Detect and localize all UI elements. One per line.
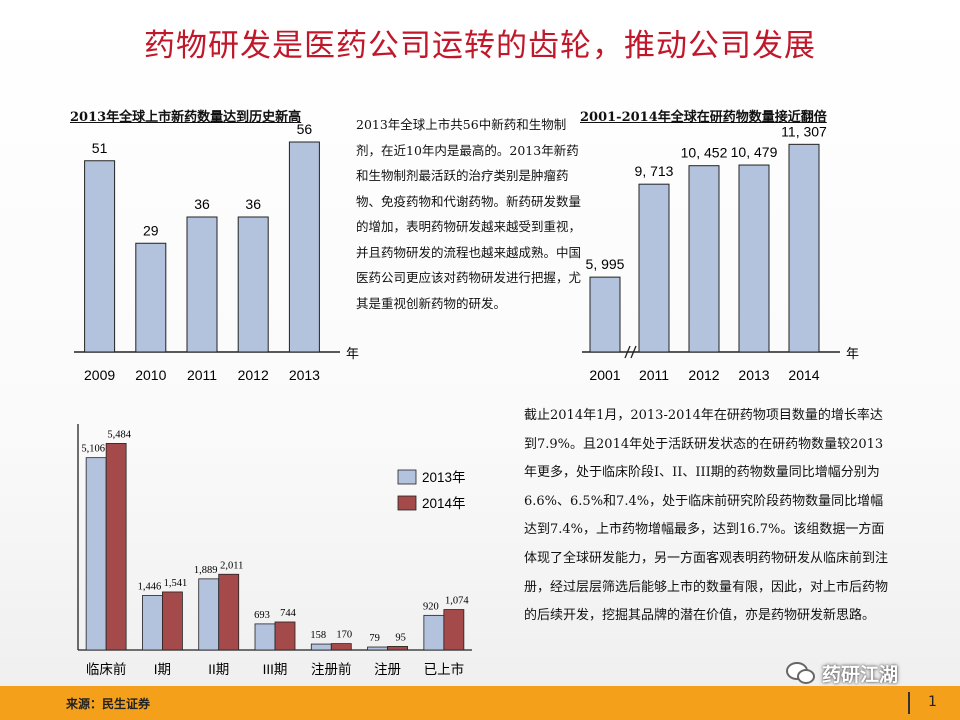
- chart3-bar-2014: [387, 646, 408, 651]
- chart2-data-label: 10, 452: [681, 145, 728, 161]
- chart1-tick-label: 2013: [289, 367, 320, 383]
- chart3-data-label: 1,541: [164, 578, 188, 589]
- chart2-tick-label: 2014: [788, 367, 819, 383]
- chart3-data-label: 693: [254, 610, 270, 621]
- chart3-tick-label: III期: [263, 662, 288, 677]
- chart2-axis-break: [630, 345, 637, 359]
- chart1-bar: [186, 216, 218, 353]
- chart2-x-unit: 年: [846, 346, 859, 361]
- chart3-tick-label: 注册前: [311, 661, 352, 677]
- chart1-data-label: 36: [245, 196, 261, 212]
- chart3-bar-2014: [105, 443, 127, 651]
- chart3-legend-label: 2013年: [422, 470, 466, 485]
- chart2-data-label: 9, 713: [635, 163, 674, 179]
- chart3-data-label: 744: [280, 608, 297, 619]
- chart3-tick-label: 已上市: [424, 661, 465, 677]
- chart2-data-label: 5, 995: [586, 256, 625, 272]
- chart1-bar: [135, 242, 167, 353]
- chart2-tick-label: 2001: [589, 367, 620, 383]
- chart3-data-label: 170: [336, 630, 352, 641]
- chart3-tick-label: II期: [208, 662, 229, 677]
- chart1-tick-label: 2012: [238, 367, 269, 383]
- chart3-bar-2014: [162, 591, 183, 651]
- chart1-data-label: 36: [194, 196, 210, 212]
- watermark: 药研江湖: [786, 658, 898, 688]
- chart1-data-label: 29: [143, 222, 159, 238]
- chart3-legend-swatch: [397, 495, 417, 511]
- chart1-tick-label: 2011: [187, 367, 217, 383]
- chart3-tick-label: 临床前: [86, 661, 127, 677]
- chart3-bar-2013: [198, 578, 220, 651]
- chart3-data-label: 2,011: [220, 560, 243, 571]
- page-title: 药物研发是医药公司运转的齿轮，推动公司发展: [144, 28, 816, 64]
- chart1-bar: [84, 160, 116, 353]
- chart3-data-label: 920: [423, 601, 439, 612]
- chart2-tick-label: 2013: [738, 367, 769, 383]
- chart2-data-label: 11, 307: [781, 123, 827, 139]
- chart2-axis-break: [624, 345, 631, 359]
- chart3-data-label: 95: [395, 632, 406, 643]
- chart3-bar-2013: [423, 614, 445, 651]
- chart3-data-label: 1,446: [138, 582, 162, 593]
- chart3-legend-label: 2014年: [422, 496, 466, 511]
- footer-bar: 来源：民生证券 1: [0, 686, 960, 720]
- chart3-tick-label: I期: [154, 662, 171, 677]
- chart2-bar: [638, 183, 670, 353]
- chart3-data-label: 1,074: [445, 596, 469, 607]
- chart3-legend-swatch: [397, 469, 417, 485]
- chart3-data-label: 158: [310, 630, 326, 641]
- chart3-bar-2014: [443, 609, 465, 651]
- chart2-data-label: 10, 479: [731, 144, 778, 160]
- chart1-bar: [237, 216, 269, 353]
- chart3-bar-2014: [330, 643, 352, 651]
- chart3-bar-2014: [274, 621, 296, 651]
- wechat-icon: [786, 662, 816, 684]
- chart3-tick-label: 注册: [374, 662, 401, 677]
- new-drugs-paragraph: 2013年全球上市共56中新药和生物制剂，在近10年内是最高的。2013年新药和…: [356, 117, 582, 311]
- chart2-tick-label: 2012: [688, 367, 719, 383]
- page-number: 1: [928, 694, 937, 710]
- watermark-text: 药研江湖: [822, 663, 899, 686]
- chart3-bar-2013: [310, 643, 332, 651]
- pipeline-paragraph: 截止2014年1月，2013-2014年在研药物项目数量的增长率达到7.9%。且…: [524, 408, 889, 624]
- source-note: 来源：民生证券: [66, 697, 151, 711]
- chart3-data-label: 5,484: [107, 429, 131, 440]
- chart2-tick-label: 2011: [639, 367, 669, 383]
- chart1-tick-label: 2010: [135, 367, 166, 383]
- chart3-data-label: 79: [369, 633, 380, 644]
- chart3-data-label: 1,889: [194, 565, 218, 576]
- chart3-bar-2013: [367, 646, 388, 651]
- chart2-title: 2001-2014年全球在研药物数量接近翻倍: [580, 110, 827, 125]
- chart3-data-label: 5,106: [81, 444, 105, 455]
- chart3-bar-2014: [218, 573, 240, 651]
- chart1-title: 2013年全球上市新药数量达到历史新高: [70, 110, 302, 125]
- chart2-bar: [688, 165, 720, 353]
- chart2-bar: [589, 276, 621, 353]
- chart1-x-unit: 年: [346, 346, 359, 361]
- page-separator: [908, 692, 910, 714]
- chart3-bar-2013: [142, 595, 163, 651]
- chart1-data-label: 56: [297, 121, 313, 137]
- chart3-bar-2013: [85, 457, 107, 651]
- chart1-bar: [288, 141, 320, 353]
- chart3-bar-2013: [254, 623, 276, 651]
- chart1-data-label: 51: [92, 140, 108, 156]
- chart2-bar: [738, 164, 770, 353]
- chart2-bar: [788, 143, 820, 353]
- chart1-tick-label: 2009: [84, 367, 115, 383]
